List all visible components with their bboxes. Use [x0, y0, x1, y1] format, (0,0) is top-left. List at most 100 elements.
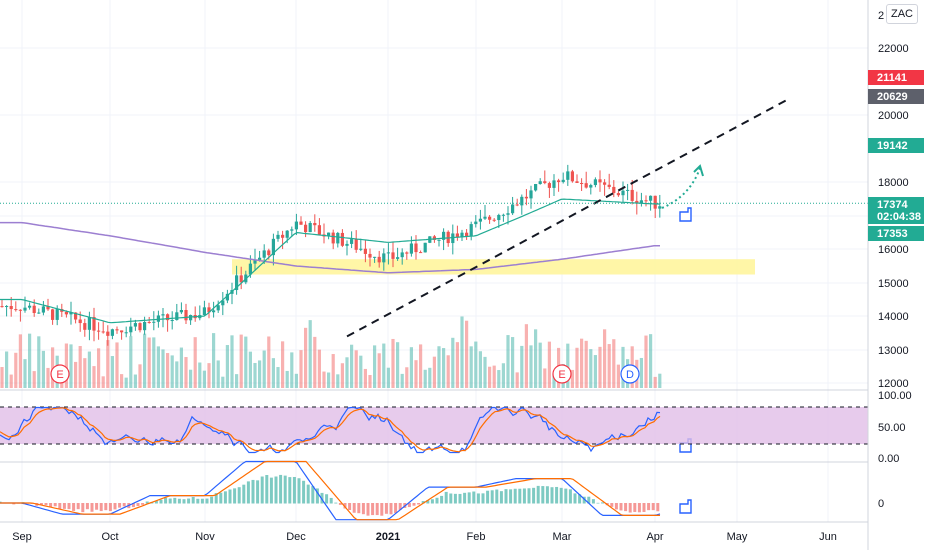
- rsi-pane[interactable]: [0, 406, 868, 454]
- candle-body: [143, 321, 147, 331]
- price-tag-label: 02:04:38: [877, 211, 921, 223]
- candle-body: [616, 193, 620, 196]
- macd-histogram-bar: [412, 503, 416, 506]
- volume-bar: [92, 366, 96, 388]
- drawings[interactable]: [0, 97, 868, 514]
- macd-histogram-bar: [141, 503, 145, 505]
- volume-bar: [336, 374, 340, 388]
- candle-body: [497, 214, 501, 221]
- candle-body: [414, 243, 418, 253]
- macd-histogram-bar: [85, 503, 89, 510]
- event-marker: D: [620, 364, 640, 384]
- volume-bar: [501, 363, 505, 388]
- candle-body: [552, 180, 556, 188]
- candle-body: [161, 314, 165, 316]
- macd-pane[interactable]: [0, 460, 661, 521]
- volume-bar: [359, 355, 363, 388]
- symbol-label[interactable]: ZAC: [886, 4, 918, 24]
- volume-bar: [9, 374, 13, 388]
- macd-histogram-bar: [426, 500, 430, 504]
- time-tick-label: 2021: [376, 531, 400, 543]
- volume-bar: [382, 343, 386, 388]
- candle-body: [621, 190, 625, 196]
- macd-histogram-bar: [417, 503, 421, 505]
- candle-body: [405, 252, 409, 254]
- candle-body: [294, 221, 298, 230]
- macd-histogram-bar: [440, 495, 444, 504]
- volume-bar: [207, 363, 211, 388]
- candle-body: [575, 181, 579, 184]
- volume-bar: [124, 377, 128, 388]
- macd-histogram-bar: [518, 488, 522, 504]
- price-axis[interactable]: 1200013000140001500016000170001800020000…: [867, 0, 932, 550]
- candle-body: [607, 184, 611, 187]
- candle-body: [106, 331, 110, 336]
- volume-bar: [290, 352, 294, 388]
- volume-bar: [534, 329, 538, 388]
- macd-histogram-bar: [237, 487, 241, 504]
- event-marker-circle: [552, 364, 572, 384]
- rsi-band: [0, 407, 868, 444]
- candle-body: [212, 310, 216, 313]
- volume-bar: [64, 343, 68, 388]
- candle-body: [9, 306, 13, 310]
- price-tag: 19142: [868, 138, 924, 153]
- macd-histogram-bar: [136, 503, 140, 506]
- macd-histogram-bar: [591, 499, 595, 504]
- macd-histogram-bar: [458, 493, 462, 504]
- volume-bar: [294, 373, 298, 388]
- event-marker-label: E: [558, 369, 565, 381]
- time-axis[interactable]: Sep Oct Nov Dec 2021 Feb Mar Apr May Jun: [12, 531, 837, 543]
- macd-histogram-bar: [435, 497, 439, 504]
- macd-histogram-bar: [444, 491, 448, 504]
- macd-histogram-bar: [320, 492, 324, 504]
- volume-bar: [147, 337, 151, 388]
- volume-bar: [354, 350, 358, 388]
- macd-histogram-bar: [228, 489, 232, 504]
- candle-body: [506, 213, 510, 215]
- price-tag: 02:04:38: [868, 209, 924, 224]
- macd-histogram-bar: [532, 487, 536, 504]
- macd-histogram-bar: [504, 489, 508, 504]
- candle-body: [124, 332, 128, 334]
- macd-histogram-bar: [76, 503, 80, 510]
- volume-bar: [603, 329, 607, 388]
- macd-histogram-bar: [246, 481, 250, 504]
- volume-bar: [166, 353, 170, 388]
- macd-histogram-bar: [596, 502, 600, 504]
- candle-body: [658, 206, 662, 209]
- volume-bar: [313, 336, 317, 388]
- price-tick-label: 2: [878, 10, 884, 22]
- candle-body: [442, 231, 446, 240]
- volume-bar: [469, 346, 473, 388]
- candle-body: [478, 218, 482, 222]
- volume-bar: [589, 349, 593, 388]
- volume-bar: [373, 345, 377, 388]
- volume-bar: [428, 367, 432, 388]
- macd-histogram-bar: [380, 503, 384, 516]
- volume-bar: [51, 347, 55, 388]
- macd-histogram-bar: [582, 496, 586, 504]
- macd-histogram-bar: [187, 498, 191, 504]
- volume-bar: [658, 373, 662, 388]
- macd-histogram-bar: [642, 503, 646, 512]
- macd-histogram-bar: [104, 503, 108, 511]
- candle-body: [649, 195, 653, 201]
- volume-bar: [538, 342, 542, 388]
- candle-body: [239, 275, 243, 283]
- volume-bar: [46, 367, 50, 388]
- volume-bar: [189, 369, 193, 388]
- volume-bar: [156, 346, 160, 388]
- volume-bar: [552, 373, 556, 388]
- macd-histogram-bar: [72, 503, 76, 511]
- time-tick-label: May: [727, 531, 748, 543]
- macd-histogram-bar: [619, 503, 623, 511]
- macd-histogram-bar: [44, 503, 48, 506]
- macd-histogram-bar: [12, 503, 16, 505]
- macd-histogram-bar: [486, 490, 490, 504]
- macd-histogram-bar: [578, 494, 582, 504]
- time-tick-label: Mar: [553, 531, 572, 543]
- macd-histogram-bar: [288, 477, 292, 504]
